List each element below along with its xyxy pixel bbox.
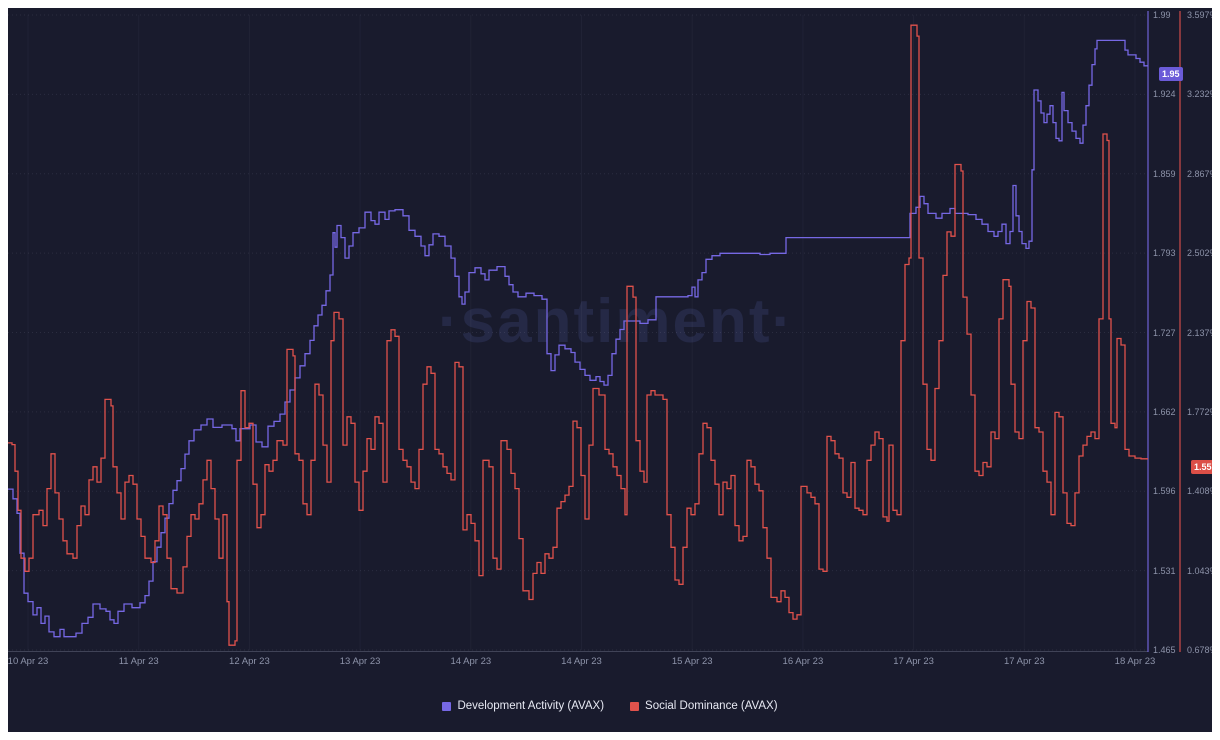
x-axis-date-label: 12 Apr 23	[229, 656, 270, 667]
dev-axis-tick-label: 1.727	[1153, 327, 1176, 338]
x-axis-date-label: 14 Apr 23	[561, 656, 602, 667]
dev-axis-tick-label: 1.662	[1153, 406, 1176, 417]
soc-axis-tick-label: 2.867%	[1187, 168, 1212, 179]
x-axis-date-label: 17 Apr 23	[1003, 656, 1045, 667]
soc-axis-tick-label: 2.137%	[1187, 327, 1212, 338]
dev-activity-last-value-badge: 1.95	[1159, 66, 1183, 81]
dev-activity-color-swatch	[442, 701, 452, 711]
dev-activity-line[interactable]	[8, 39, 1148, 638]
legend-label-social-dominance: Social Dominance (AVAX)	[645, 700, 778, 712]
dev-axis-tick-label: 1.793	[1153, 248, 1176, 259]
legend-label-development-activity: Development Activity (AVAX)	[457, 700, 605, 712]
x-axis-date-label: 16 Apr 23	[782, 656, 824, 667]
dev-axis-tick-label: 1.924	[1153, 89, 1176, 100]
chart-panel: ·santiment· 1.99 1.924 1.859 1.793 1.727 1.66…	[8, 8, 1212, 732]
x-axis-date-label: 17 Apr 23	[893, 656, 934, 667]
dev-axis-tick-label: 1.531	[1153, 565, 1176, 576]
chart-legend: Development Activity (AVAX) Social Domin…	[8, 694, 1212, 718]
legend-item-development-activity[interactable]: Development Activity (AVAX)	[442, 700, 604, 712]
soc-axis-tick-label: 1.408%	[1187, 486, 1212, 497]
soc-axis-tick-label: 2.502%	[1187, 248, 1212, 259]
dev-axis-tick-label: 1.465	[1153, 645, 1176, 655]
santiment-watermark: ·santiment·	[438, 287, 795, 356]
x-axis-date-label: 18 Apr 23	[1114, 656, 1156, 667]
legend-item-social-dominance[interactable]: Social Dominance (AVAX)	[630, 700, 778, 712]
soc-axis-tick-label: 1.772%	[1187, 406, 1212, 417]
dev-axis-tick-label: 1.859	[1153, 168, 1176, 179]
social-dominance-line[interactable]	[8, 24, 1148, 646]
social-dominance-color-swatch	[630, 701, 640, 711]
chart-canvas[interactable]	[8, 8, 1212, 732]
soc-axis-tick-label: 3.232%	[1187, 89, 1212, 100]
soc-axis-tick-label: 0.678%	[1187, 645, 1212, 655]
dev-axis-tick-label: 1.596	[1153, 486, 1176, 497]
x-axis-date-label: 13 Apr 23	[339, 656, 381, 667]
soc-axis-tick-label: 1.043%	[1187, 565, 1212, 576]
x-axis-date-label: 11 Apr 23	[118, 656, 159, 667]
soc-axis-tick-label: 3.597%	[1187, 10, 1212, 20]
dev-axis-tick-label: 1.99	[1153, 10, 1171, 20]
x-axis-date-label: 10 Apr 23	[8, 656, 49, 667]
x-axis-date-label: 15 Apr 23	[671, 656, 713, 667]
social-dominance-last-value-badge: 1.557%	[1191, 459, 1212, 474]
x-axis-date-label: 14 Apr 23	[450, 656, 492, 667]
